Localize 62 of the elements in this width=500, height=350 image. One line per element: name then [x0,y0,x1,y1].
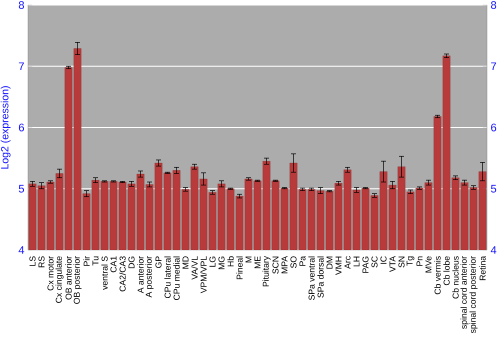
x-tick-label: CA2/CA3 [119,256,126,292]
x-tick-label: CPu lateral [164,256,171,298]
y-tick-label: 8 [18,1,24,9]
x-tick-label: Pituitary [262,256,271,286]
x-tick-label: SPa dorsal [317,256,324,298]
x-tick-label: Cb lobe [443,256,450,286]
x-tick-label: A posterior [145,256,154,298]
x-tick-label: MVe [426,256,432,272]
x-tick-label: VMH [336,256,342,276]
y2-tick-label: 6 [491,124,496,132]
x-tick-label: spinal cord posterior [469,256,478,334]
x-tick-label: SCN [272,256,279,274]
x-tick-label: ME [254,256,260,268]
x-tick-label: MG [218,256,225,270]
y-tick-label: 5 [18,184,24,193]
x-tick-label: Cx cingulate [55,256,64,303]
x-tick-label: Pineal [236,256,243,280]
x-tick-label: Retina [479,256,486,280]
y2-tick-label: 5 [490,184,496,193]
x-tick-label: MD [182,256,188,269]
x-tick-label: Pn [416,256,422,266]
x-tick-label: OB posterior [73,256,82,304]
y-axis-title: Log2 (expression) [0,86,11,169]
x-tick-label: LH [354,256,360,266]
x-tick-label: VTA [390,256,396,272]
y2-tick-label: 8 [491,1,496,9]
x-tick-label: Tg [406,256,414,266]
x-tick-label: M [246,256,252,262]
y2-tick-label: 4 [490,246,496,254]
x-tick-label: CPu medial [173,256,180,300]
x-tick-label: ventral S [101,256,108,290]
x-tick-label: RS [38,256,45,268]
x-tick-label: CA1 [110,256,117,272]
x-tick-label: SPa ventral [308,256,315,300]
x-tick-label: Tu [92,256,98,266]
x-tick-label: VA/VL [191,256,198,280]
x-tick-label: Pa [300,256,306,266]
y-tick-label: 4 [18,246,24,254]
x-tick-label: DM [326,256,332,269]
x-tick-label: PAG [362,256,369,273]
x-tick-label: LS [29,256,36,266]
x-tick-label: A anterior [137,256,144,294]
x-tick-label: GP [155,256,162,268]
x-tick-label: spinal cord anterior [460,256,469,329]
x-tick-label: MPA [282,256,288,274]
x-tick-label: OB anterior [65,256,72,300]
x-tick-label: Hb [227,256,234,266]
x-tick-label: Pir [83,256,90,266]
x-tick-label: SN [398,256,405,268]
x-tick-label: IC [380,256,387,264]
y-tick-label: 7 [18,62,24,70]
x-tick-label: Arc [344,256,350,269]
x-tick-label: SO [290,256,297,268]
x-tick-label: Cb nucleus [452,256,459,299]
x-tick-label: LG [209,256,216,267]
x-tick-label: Cb vermis [434,256,441,294]
x-tick-label: Cx motor [47,256,54,290]
x-tick-label: VPM/VPL [200,256,207,294]
x-tick-label: SC [371,256,378,268]
x-tick-label: DG [128,256,135,268]
y2-tick-label: 7 [491,62,496,70]
y-tick-label: 6 [18,124,24,132]
